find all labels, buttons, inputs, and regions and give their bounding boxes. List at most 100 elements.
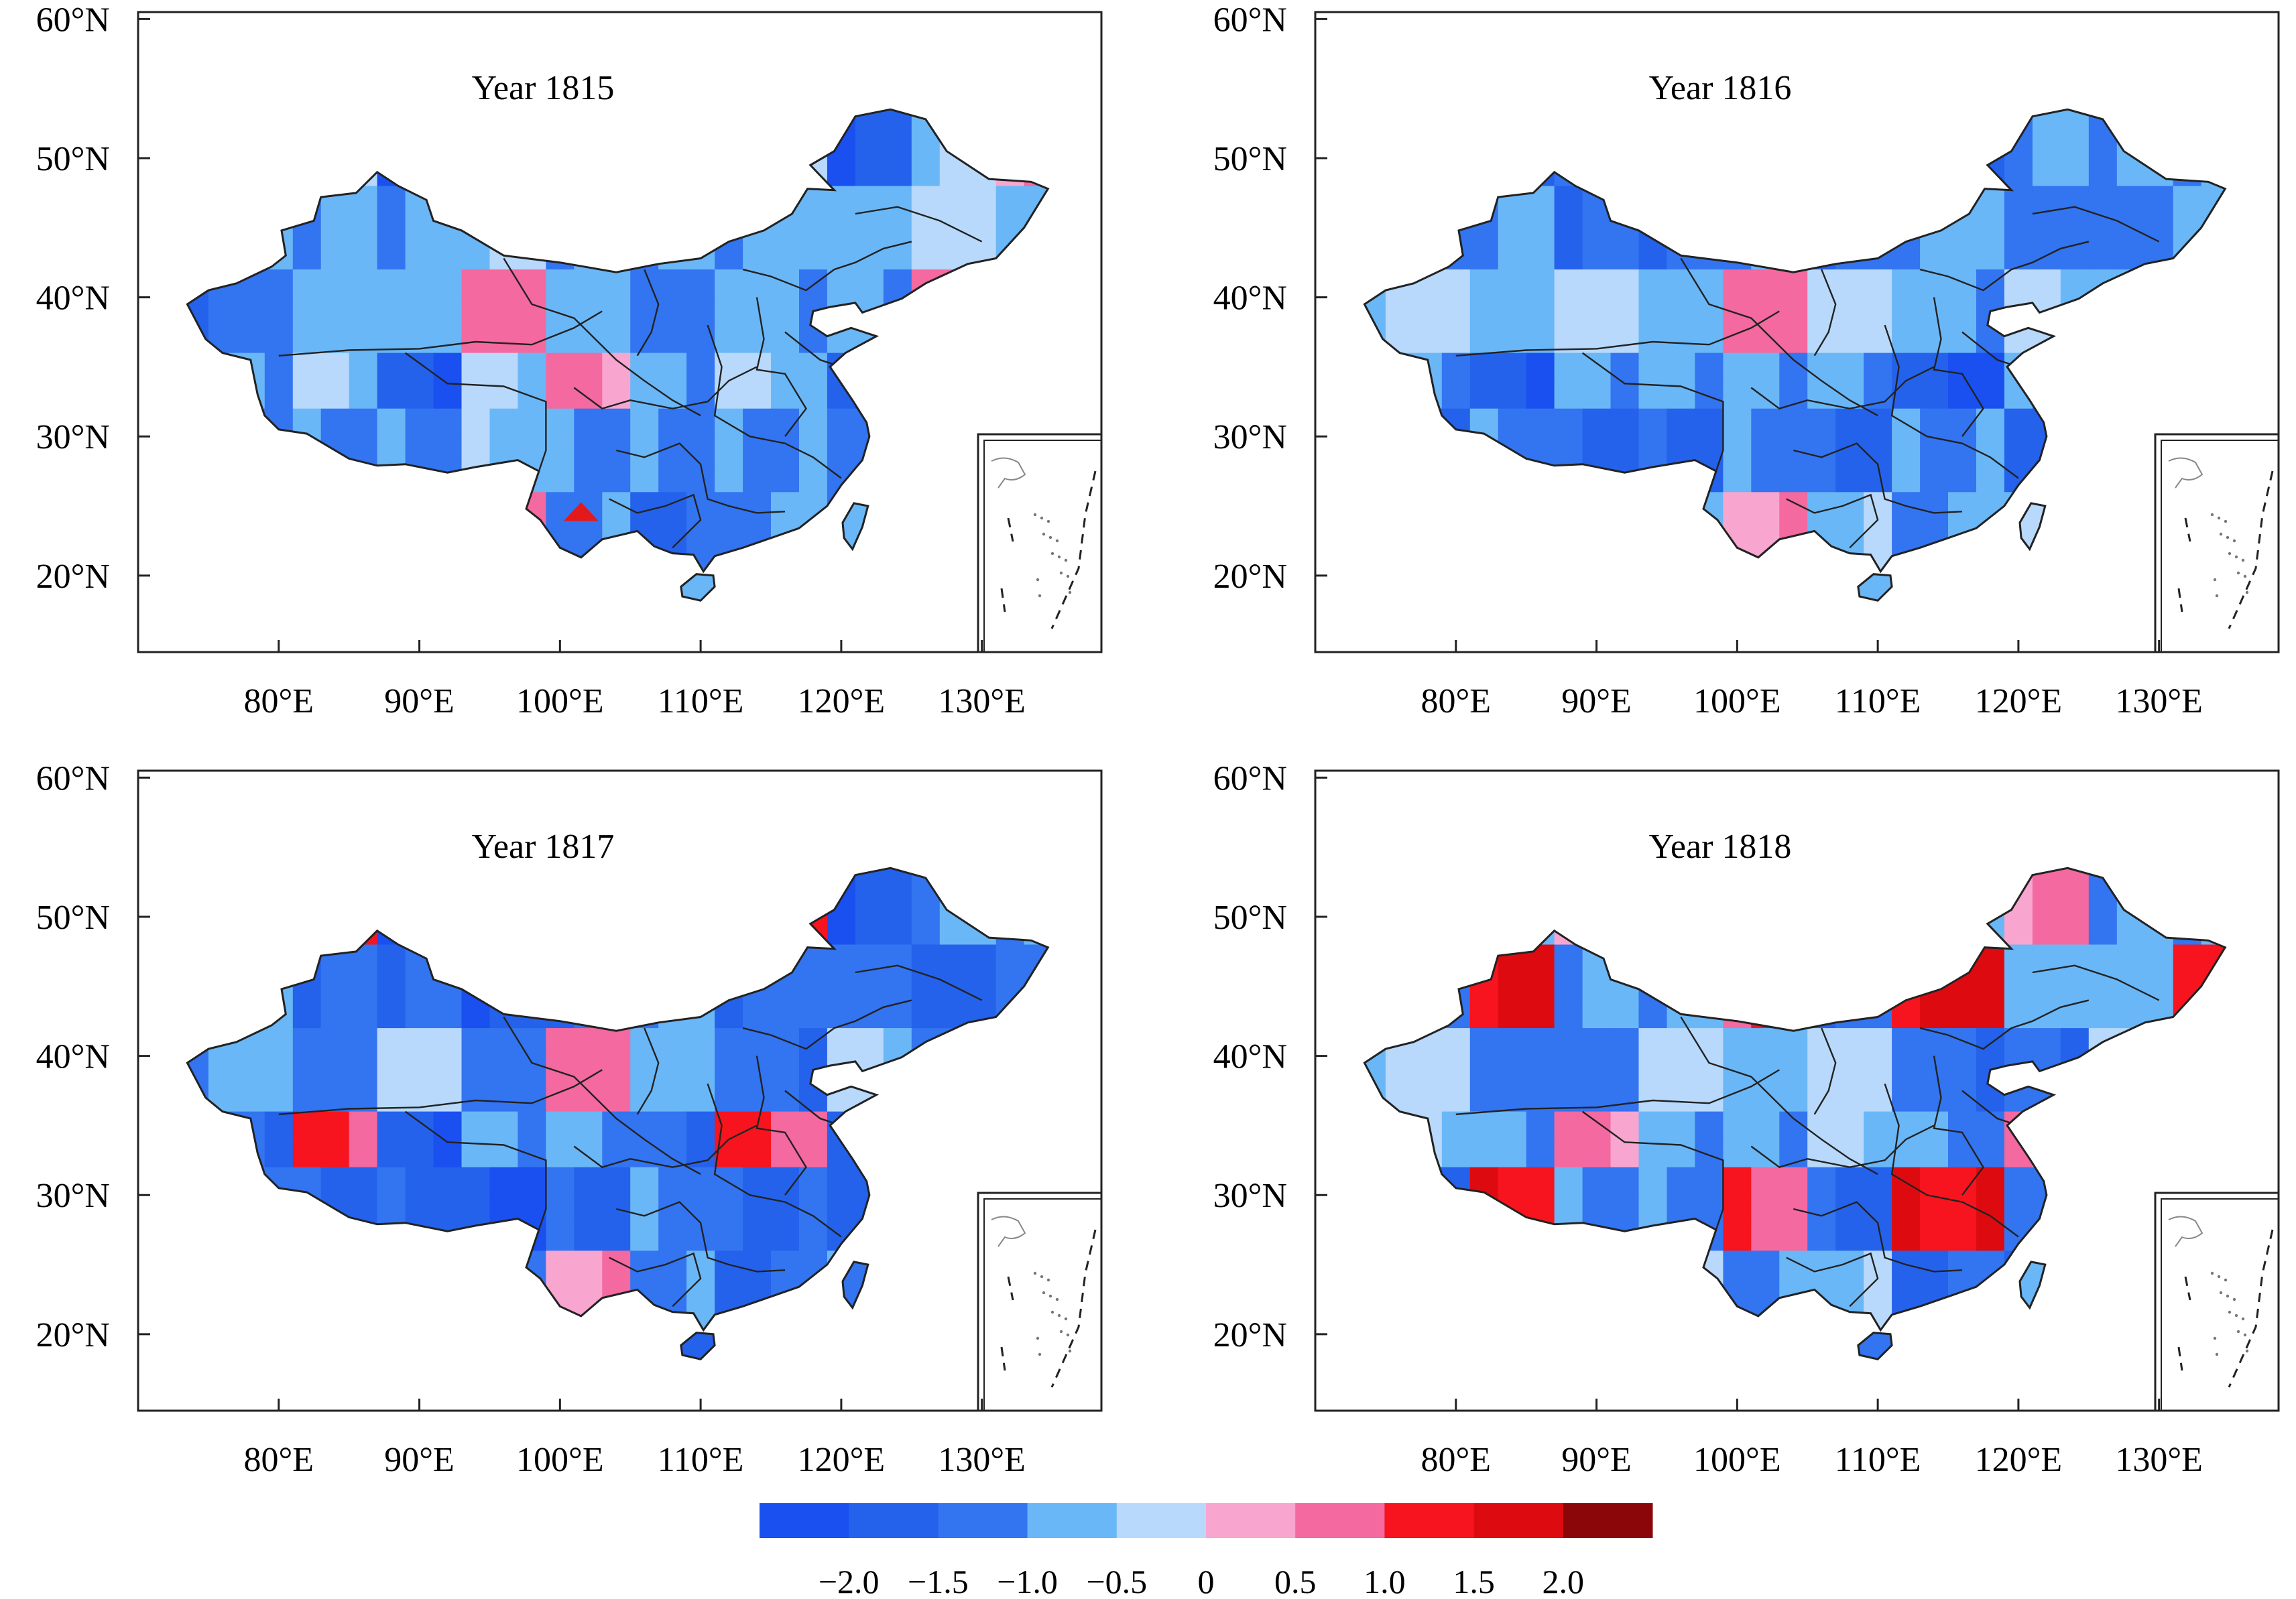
grid-cell [1385, 1222, 1414, 1251]
grid-cell [1582, 972, 1612, 1001]
grid-cell [911, 325, 941, 354]
grid-cell [1667, 1139, 1696, 1168]
grid-cell [1948, 109, 1977, 131]
grid-cell [1751, 944, 1780, 973]
grid-cell [320, 548, 350, 572]
grid-cell [1413, 1167, 1443, 1196]
grid-cell [967, 241, 997, 270]
grid-cell [2004, 972, 2033, 1001]
grid-cell [2061, 576, 2090, 604]
grid-cell [1441, 408, 1471, 437]
grid-cell [715, 186, 743, 214]
grid-cell [2116, 109, 2146, 131]
grid-cell [2088, 1056, 2118, 1084]
grid-cell [2060, 548, 2090, 572]
grid-cell [433, 214, 463, 243]
grid-cell [1835, 186, 1864, 214]
grid-cell [264, 548, 294, 572]
grid-cell [1835, 325, 1864, 354]
grid-cell [1441, 492, 1471, 521]
grid-cell [1364, 464, 1386, 493]
grid-cell [320, 492, 350, 521]
grid-cell [489, 1251, 519, 1279]
grid-cell [1892, 408, 1921, 437]
grid-cell [1498, 972, 1527, 1001]
grid-cell [2004, 548, 2033, 572]
grid-cell [208, 297, 237, 326]
grid-cell [771, 158, 800, 187]
lon-tick-label: 100°E [1693, 682, 1781, 720]
grid-cell [1554, 436, 1583, 465]
grid-cell [715, 325, 743, 354]
grid-cell [1779, 1334, 1808, 1362]
grid-cell [2201, 889, 2226, 917]
grid-cell [1835, 130, 1864, 159]
grid-cell [377, 868, 406, 889]
grid-cell [1498, 1167, 1527, 1196]
grid-cell [911, 1251, 941, 1279]
grid-cell [1864, 158, 1892, 187]
grid-cell [1920, 241, 1949, 270]
grid-cell [1667, 1167, 1696, 1196]
grid-cell [264, 1111, 294, 1140]
grid-cell [799, 1222, 828, 1251]
grid-cell [771, 1306, 800, 1330]
grid-cell [405, 109, 434, 131]
grid-cell [1976, 325, 2005, 354]
inset-island [2243, 574, 2247, 578]
grid-cell [1835, 944, 1864, 973]
grid-cell [1864, 408, 1892, 437]
grid-cell [1024, 1028, 1048, 1057]
grid-cell [827, 130, 856, 159]
grid-cell [1892, 436, 1921, 465]
grid-cell [236, 492, 265, 521]
grid-cell [911, 548, 941, 572]
grid-cell [827, 1306, 856, 1330]
taiwan-island [841, 1261, 869, 1310]
grid-cell [1498, 214, 1527, 243]
inset-inner-frame [2161, 440, 2279, 653]
province-boundary [1581, 352, 1724, 472]
grid-cell [1498, 158, 1527, 187]
grid-cell [855, 464, 884, 493]
grid-cell [1498, 868, 1527, 889]
grid-cell [771, 548, 800, 572]
grid-cell [433, 917, 463, 946]
panel-title: Year 1815 [472, 69, 615, 107]
inset-island [1042, 532, 1046, 536]
grid-cell [771, 576, 800, 604]
grid-cell [1751, 464, 1780, 493]
grid-cell [1582, 353, 1612, 381]
grid-cell [1413, 548, 1443, 572]
grid-cell [1779, 214, 1808, 243]
lon-tick-label: 80°E [243, 1441, 314, 1479]
inset-island [1038, 594, 1042, 598]
inset-island [2232, 539, 2236, 543]
grid-cell [264, 325, 294, 354]
mainland-outline [1363, 867, 2227, 1332]
grid-cell [1948, 297, 1977, 326]
grid-cell [1976, 1167, 2005, 1196]
grid-cell [1441, 1195, 1471, 1224]
grid-cell [405, 269, 434, 298]
grid-cell [2060, 917, 2090, 946]
grid-cell [1751, 297, 1780, 326]
grid-cell [827, 158, 856, 187]
province-boundary [1933, 297, 1984, 437]
grid-cell [1976, 464, 2005, 493]
lon-tick-label: 110°E [658, 1441, 744, 1479]
grid-cell [967, 944, 997, 973]
grid-cell [574, 436, 603, 465]
lat-tick-label: 20°N [1213, 1316, 1287, 1354]
grid-cell [377, 1278, 406, 1307]
grid-cell [433, 548, 463, 572]
grid-cell [1364, 436, 1386, 465]
grid-cell [461, 214, 491, 243]
grid-cell [1723, 1139, 1752, 1168]
grid-cell [1413, 1028, 1443, 1057]
grid-cell [518, 381, 546, 409]
grid-cell [208, 972, 237, 1001]
grid-cell [1976, 972, 2005, 1001]
grid-cell [911, 1167, 941, 1196]
grid-cell [2201, 1139, 2226, 1168]
